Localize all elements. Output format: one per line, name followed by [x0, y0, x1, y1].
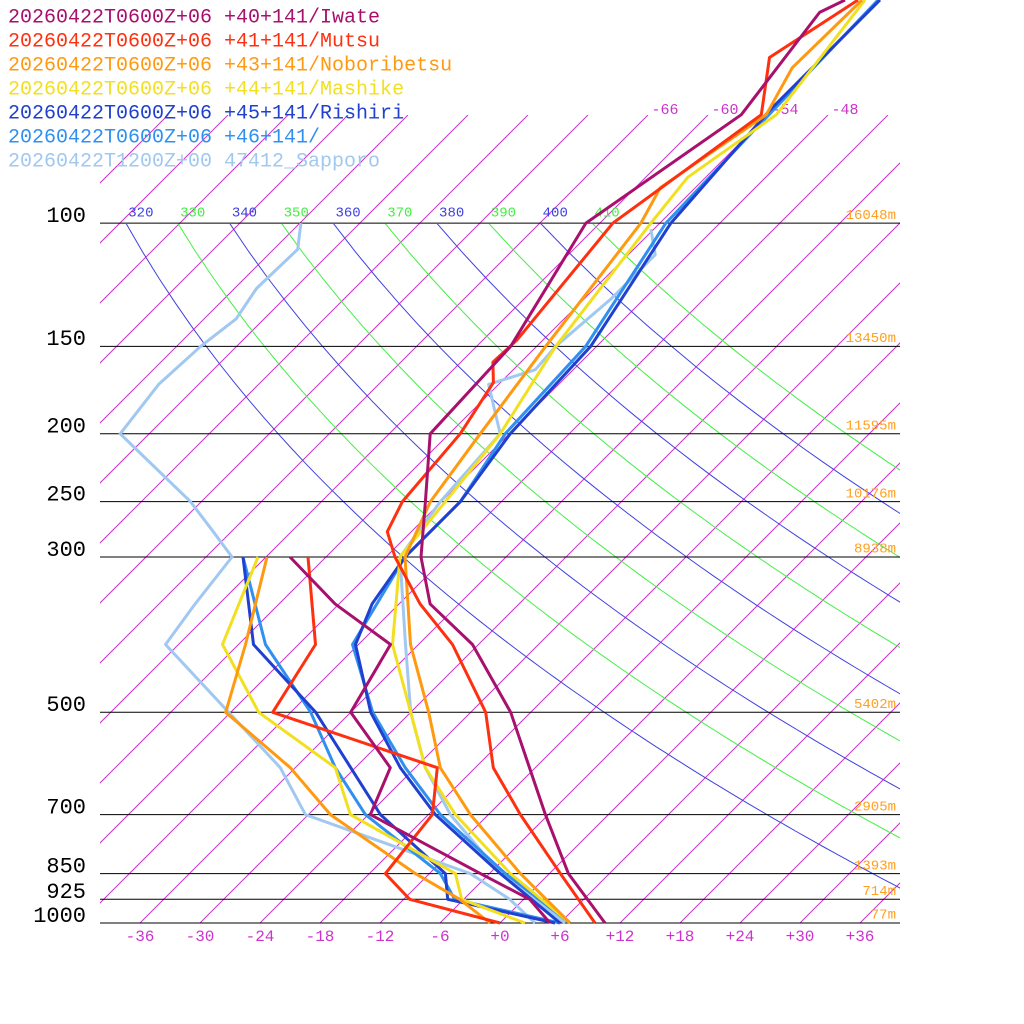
adiabat-label: 330	[180, 206, 205, 222]
height-label: 5402m	[854, 697, 896, 713]
isotherm-label: -60	[711, 102, 738, 119]
isotherm	[100, 115, 769, 784]
isotherm	[100, 115, 529, 544]
legend-entry: 20260422T0600Z+06 +46+141/	[8, 126, 320, 149]
pressure-label: 1000	[33, 904, 86, 929]
height-label: 8938m	[854, 542, 896, 558]
adiabat-label: 360	[335, 206, 360, 222]
pressure-label: 150	[46, 327, 86, 352]
pressure-label: 500	[46, 693, 86, 718]
height-label: 1393m	[854, 858, 896, 874]
pressure-label: 300	[46, 538, 86, 563]
legend-entry: 20260422T0600Z+06 +41+141/Mutsu	[8, 30, 380, 53]
temperature-line	[354, 0, 882, 925]
x-tick-label: -30	[186, 928, 215, 946]
isotherm	[139, 162, 900, 923]
adiabat-label: 340	[232, 206, 257, 222]
height-label: 77m	[871, 908, 896, 924]
dewpoint-line	[118, 222, 537, 925]
pressure-label: 850	[46, 854, 86, 879]
dewpoint-line	[241, 556, 556, 925]
legend-entry: 20260422T1200Z+00 47412_Sapporo	[8, 150, 380, 173]
isotherm	[199, 222, 900, 923]
pressure-label: 700	[46, 795, 86, 820]
adiabat-label: 410	[594, 206, 619, 222]
x-tick-label: +12	[606, 928, 635, 946]
height-label: 11595m	[846, 418, 896, 434]
isotherm	[739, 762, 900, 923]
pressure-label: 925	[46, 880, 86, 905]
x-tick-label: +36	[846, 928, 875, 946]
isotherm	[559, 582, 900, 923]
isotherm	[439, 462, 900, 923]
height-label: 16048m	[846, 208, 896, 224]
isotherm	[100, 115, 589, 604]
pressure-label: 200	[46, 415, 86, 440]
x-tick-label: -18	[306, 928, 335, 946]
isotherm	[679, 702, 900, 923]
x-tick-label: -36	[126, 928, 155, 946]
isotherm	[619, 642, 900, 923]
dewpoint-line	[224, 556, 491, 925]
legend-entry: 20260422T0600Z+06 +45+141/Rishiri	[8, 102, 404, 125]
height-label: 13450m	[846, 331, 896, 347]
temperature-line	[351, 0, 880, 925]
isotherm	[100, 115, 889, 904]
isotherm	[100, 115, 409, 424]
isotherm	[100, 115, 469, 484]
adiabat-label: 350	[284, 206, 309, 222]
x-tick-label: +6	[550, 928, 569, 946]
x-tick-label: -24	[246, 928, 275, 946]
isotherm	[379, 402, 900, 923]
dewpoint-line	[221, 556, 526, 925]
isotherm	[259, 282, 900, 923]
pressure-label: 250	[46, 482, 86, 507]
x-tick-label: -12	[366, 928, 395, 946]
legend-entry: 20260422T0600Z+06 +44+141/Mashike	[8, 78, 404, 101]
height-label: 2905m	[854, 799, 896, 815]
x-tick-label: +0	[490, 928, 509, 946]
isotherm-label: -66	[651, 102, 678, 119]
dewpoint-line	[271, 556, 501, 925]
x-tick-label: +18	[666, 928, 695, 946]
isotherm	[499, 522, 900, 923]
adiabat-label: 370	[387, 206, 412, 222]
isotherm	[100, 115, 709, 724]
height-label: 10176m	[846, 486, 896, 502]
legend-entry: 20260422T0600Z+06 +40+141/Iwate	[8, 6, 380, 29]
adiabat-label: 390	[491, 206, 516, 222]
adiabat-label: 380	[439, 206, 464, 222]
height-label: 714m	[862, 884, 896, 900]
isotherm	[100, 115, 349, 364]
temperature-line	[385, 0, 859, 924]
temperature-line	[398, 228, 657, 925]
adiabat-label: 400	[543, 206, 568, 222]
legend-entry: 20260422T0600Z+06 +43+141/Noboribetsu	[8, 54, 452, 77]
temperature-line	[403, 0, 864, 925]
dewpoint-line	[288, 555, 552, 924]
x-tick-label: +30	[786, 928, 815, 946]
pressure-label: 100	[46, 204, 86, 229]
x-tick-label: +24	[726, 928, 755, 946]
temperature-line	[419, 0, 846, 924]
isotherm-label: -48	[831, 102, 858, 119]
isotherm	[100, 115, 289, 304]
adiabat-label: 320	[128, 206, 153, 222]
x-tick-label: -6	[430, 928, 449, 946]
